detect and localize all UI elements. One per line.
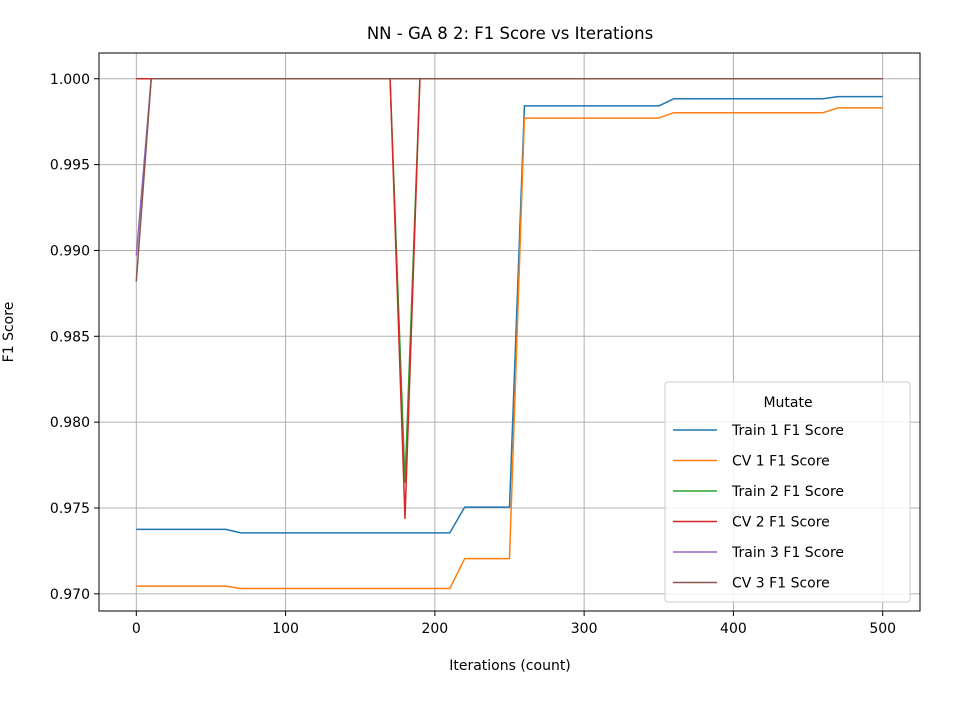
y-tick-label: 0.985 xyxy=(50,329,90,345)
series-line-6 xyxy=(135,78,883,282)
series-line-1 xyxy=(136,95,883,534)
x-axis-label: Iterations (count) xyxy=(449,658,571,674)
series-lines xyxy=(135,78,883,590)
chart-title: NN - GA 8 2: F1 Score vs Iterations xyxy=(367,24,653,43)
legend-label: Train 1 F1 Score xyxy=(731,423,844,439)
legend-entry: Train 1 F1 Score xyxy=(673,423,844,439)
legend-box xyxy=(664,381,911,603)
legend-label: Train 3 F1 Score xyxy=(731,545,844,561)
x-tick-label: 400 xyxy=(720,621,747,637)
legend-entry: Train 3 F1 Score xyxy=(673,545,844,561)
y-axis-label: F1 Score xyxy=(1,302,17,363)
legend-entry: Train 2 F1 Score xyxy=(673,484,844,500)
y-tick-label: 0.995 xyxy=(50,158,90,174)
legend-entry: CV 2 F1 Score xyxy=(673,515,830,531)
legend-title: Mutate xyxy=(763,395,812,411)
x-tick-label: 0 xyxy=(132,621,141,637)
y-tick-label: 0.980 xyxy=(50,415,90,431)
legend-entries: Train 1 F1 Score CV 1 F1 Score Train 2 F1 … xyxy=(673,423,844,592)
y-tick-label: 0.975 xyxy=(50,501,90,517)
y-tick-label: 1.000 xyxy=(50,72,90,88)
legend-label: CV 2 F1 Score xyxy=(732,515,830,531)
legend-entry: CV 3 F1 Score xyxy=(673,576,830,592)
axis-ticks: 0 100 200 300 400 500 0.970 0.975 0.980 0.985 0.99… xyxy=(50,72,896,637)
series-line-5 xyxy=(135,78,883,256)
series-line-2 xyxy=(136,107,883,590)
x-tick-label: 200 xyxy=(421,621,448,637)
plot-frame xyxy=(98,52,921,612)
legend-label: Train 2 F1 Score xyxy=(731,484,844,500)
x-tick-label: 100 xyxy=(272,621,299,637)
x-tick-label: 500 xyxy=(869,621,896,637)
y-tick-label: 0.990 xyxy=(50,243,90,259)
x-tick-label: 300 xyxy=(571,621,598,637)
legend-label: CV 3 F1 Score xyxy=(732,576,830,592)
y-tick-label: 0.970 xyxy=(50,587,90,603)
legend-entry: CV 1 F1 Score xyxy=(673,454,830,470)
legend-label: CV 1 F1 Score xyxy=(732,454,830,470)
